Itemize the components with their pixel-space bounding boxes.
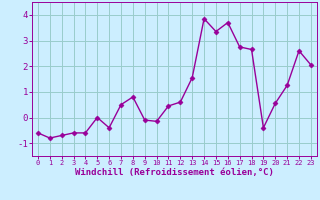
X-axis label: Windchill (Refroidissement éolien,°C): Windchill (Refroidissement éolien,°C) bbox=[75, 168, 274, 177]
